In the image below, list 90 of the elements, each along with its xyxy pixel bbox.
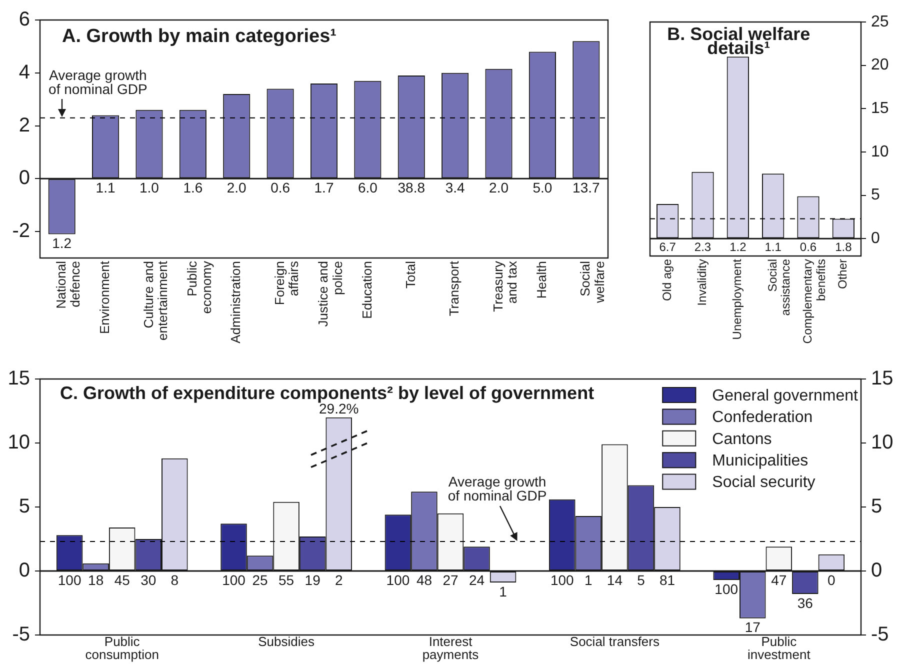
annotation: 0.6: [800, 240, 817, 254]
ref-line-label: Average growth of nominal GDP: [448, 474, 547, 504]
x-tick-label: Foreign affairs: [272, 260, 302, 306]
y-tick-label: 15: [871, 100, 889, 118]
annotation: 2.0: [226, 180, 247, 196]
x-tick-label: Subsidies: [258, 634, 315, 650]
x-tick-label: National defence: [53, 260, 83, 309]
annotation: 25: [252, 572, 268, 588]
annotation: 24: [468, 572, 485, 588]
x-tick-label: Environment: [97, 260, 112, 334]
x-tick-label: Total: [402, 260, 418, 288]
annotation: 2.0: [489, 180, 509, 196]
chart-title: A. Growth by main categories¹: [62, 26, 336, 47]
annotation: 100: [386, 572, 410, 588]
annotation: 45: [114, 572, 130, 588]
annotation: 8: [170, 572, 179, 588]
x-tick-label: Other: [836, 259, 850, 290]
text: B. Social welfare details¹: [667, 24, 810, 58]
annotation: 36: [797, 594, 814, 611]
annotation: 48: [416, 572, 432, 588]
x-tick-label: Social assistance: [765, 258, 793, 316]
y-tick-label: 5: [871, 186, 880, 204]
annotation: 19: [304, 572, 321, 588]
y-tick-label: -5: [12, 624, 30, 646]
y-tick-label: -2: [12, 220, 30, 242]
annotation: 1.2: [730, 240, 747, 254]
x-tick-label: Treasury and tax: [490, 260, 520, 312]
annotation: 55: [278, 572, 294, 588]
x-tick-label: Public consumption: [85, 634, 159, 662]
legend-label: Municipalities: [712, 452, 808, 470]
annotation: 6.7: [659, 240, 676, 254]
y-tick-label: 5: [18, 496, 30, 518]
annotation: 0.6: [270, 180, 290, 196]
annotation: 100: [222, 572, 246, 588]
legend-label: Confederation: [712, 409, 813, 426]
y-tick-label: 4: [18, 61, 30, 84]
x-tick-label: Unemployment: [730, 258, 744, 340]
annotation: 27: [442, 572, 458, 588]
annotation: 1: [499, 583, 508, 600]
y-tick-label: 0: [18, 167, 30, 190]
y-tick-label: 0: [871, 230, 880, 248]
x-tick-label: Administration: [228, 261, 244, 344]
annotation: 1.6: [183, 180, 203, 196]
annotation: 14: [606, 572, 623, 588]
annotation: 18: [88, 572, 104, 588]
x-tick-label: Public investment: [747, 634, 811, 662]
annotation: 1.1: [96, 180, 116, 196]
x-tick-label: Social transfers: [570, 634, 660, 650]
annotation: 100: [550, 572, 574, 588]
annotation: 1.7: [314, 180, 334, 196]
y-tick-label: 15: [8, 368, 30, 390]
annotation: 100: [58, 572, 82, 588]
x-tick-label: Health: [534, 261, 550, 299]
annotation: 13.7: [572, 180, 600, 196]
annotation: 5.0: [532, 180, 552, 196]
ref-line-label: Average growth of nominal GDP: [48, 66, 148, 97]
y-tick-label: 20: [871, 56, 889, 74]
annotation: 5: [637, 572, 646, 588]
y-tick-label: 10: [871, 143, 889, 160]
x-tick-label: Old age: [660, 258, 674, 302]
y-tick-label: 10: [8, 432, 30, 454]
annotation: 3.4: [445, 180, 466, 196]
annotation: 1.2: [52, 235, 72, 252]
annotation: 47: [771, 572, 787, 588]
annotation: 30: [140, 572, 156, 588]
legend-label: Cantons: [712, 430, 772, 448]
x-tick-label: Invalidity: [695, 259, 710, 306]
x-tick-label: Education: [359, 261, 374, 319]
x-tick-label: Interest payments: [422, 634, 480, 662]
annotation: 2: [334, 572, 343, 588]
x-tick-label: Transport: [446, 260, 462, 316]
annotation: 17: [744, 619, 761, 636]
x-tick-label: Social welfare: [578, 260, 608, 304]
annotation: 100: [714, 580, 738, 597]
annotation: 1: [584, 572, 593, 588]
annotation: 1.0: [139, 180, 160, 196]
y-tick-label: 25: [871, 13, 889, 30]
annotation: 1.8: [835, 240, 852, 254]
annotation: 38.8: [398, 180, 426, 196]
annotation: 81: [659, 572, 676, 588]
legend-label: Social security: [712, 474, 816, 492]
annotation: 6.0: [358, 180, 378, 196]
annotation: 1.1: [764, 240, 782, 254]
legend-label: General government: [712, 387, 859, 404]
chart-title: C. Growth of expenditure components² by level of government: [60, 383, 594, 403]
y-tick-label: 0: [18, 560, 30, 582]
y-tick-label: 2: [18, 114, 30, 136]
annotation: 0: [828, 572, 836, 588]
y-tick-label: 6: [18, 8, 30, 31]
annotation: 2.3: [694, 240, 712, 254]
